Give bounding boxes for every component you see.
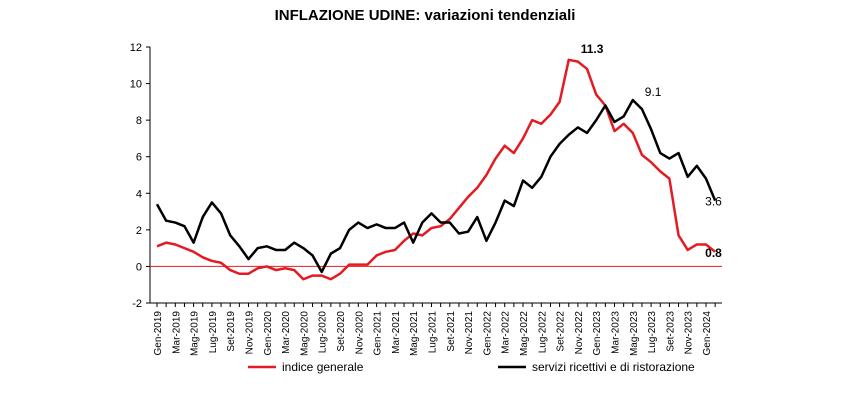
- x-tick-label: Mag-2020: [299, 311, 310, 356]
- x-tick-label: Gen-2019: [153, 311, 164, 356]
- x-tick-label: Mar-2021: [391, 311, 402, 354]
- x-tick-label: Gen-2021: [373, 311, 384, 356]
- x-tick-label: Mag-2023: [629, 311, 640, 356]
- series-line: [155, 98, 717, 274]
- x-tick-label: Lug-2021: [428, 311, 439, 354]
- y-tick-label: 6: [136, 152, 142, 164]
- y-tick-label: 4: [136, 188, 142, 200]
- legend-label: indice generale: [282, 360, 364, 374]
- x-tick-label: Lug-2020: [318, 311, 329, 354]
- x-tick-label: Mag-2022: [519, 311, 530, 356]
- x-tick-label: Mar-2023: [611, 311, 622, 354]
- data-label: 3.6: [705, 195, 722, 209]
- x-tick-label: Gen-2022: [482, 311, 493, 356]
- x-tick-label: Mar-2022: [501, 311, 512, 354]
- x-tick-label: Gen-2020: [263, 311, 274, 356]
- legend-label: servizi ricettivi e di ristorazione: [532, 360, 695, 374]
- x-tick-label: Lug-2019: [208, 311, 219, 354]
- y-tick-label: 12: [130, 42, 142, 54]
- x-tick-label: Nov-2022: [574, 311, 585, 355]
- x-tick-label: Set-2020: [336, 311, 347, 352]
- y-tick-label: 8: [136, 115, 142, 127]
- x-tick-label: Set-2019: [226, 311, 237, 352]
- x-tick-label: Mar-2019: [171, 311, 182, 354]
- x-tick-label: Gen-2023: [592, 311, 603, 356]
- x-tick-label: Set-2021: [446, 311, 457, 352]
- x-tick-label: Gen-2024: [702, 311, 713, 356]
- x-tick-label: Mag-2021: [409, 311, 420, 356]
- x-tick-label: Nov-2019: [245, 311, 256, 355]
- data-label: 0.8: [705, 246, 722, 260]
- y-tick-label: 10: [130, 79, 142, 91]
- x-tick-label: Lug-2023: [647, 311, 658, 354]
- series-line: [156, 58, 716, 281]
- x-tick-label: Nov-2021: [464, 311, 475, 355]
- x-tick-label: Set-2023: [665, 311, 676, 352]
- x-tick-label: Mag-2019: [190, 311, 201, 356]
- x-tick-label: Nov-2020: [354, 311, 365, 355]
- data-label: 9.1: [645, 85, 662, 99]
- data-label: 11.3: [581, 42, 604, 56]
- y-tick-label: -2: [132, 298, 142, 310]
- chart-title: INFLAZIONE UDINE: variazioni tendenziali: [275, 7, 576, 24]
- x-tick-label: Lug-2022: [537, 311, 548, 354]
- y-tick-label: 0: [136, 261, 142, 273]
- x-tick-label: Set-2022: [556, 311, 567, 352]
- x-tick-label: Mar-2020: [281, 311, 292, 354]
- y-tick-label: 2: [136, 225, 142, 237]
- x-tick-label: Nov-2023: [684, 311, 695, 355]
